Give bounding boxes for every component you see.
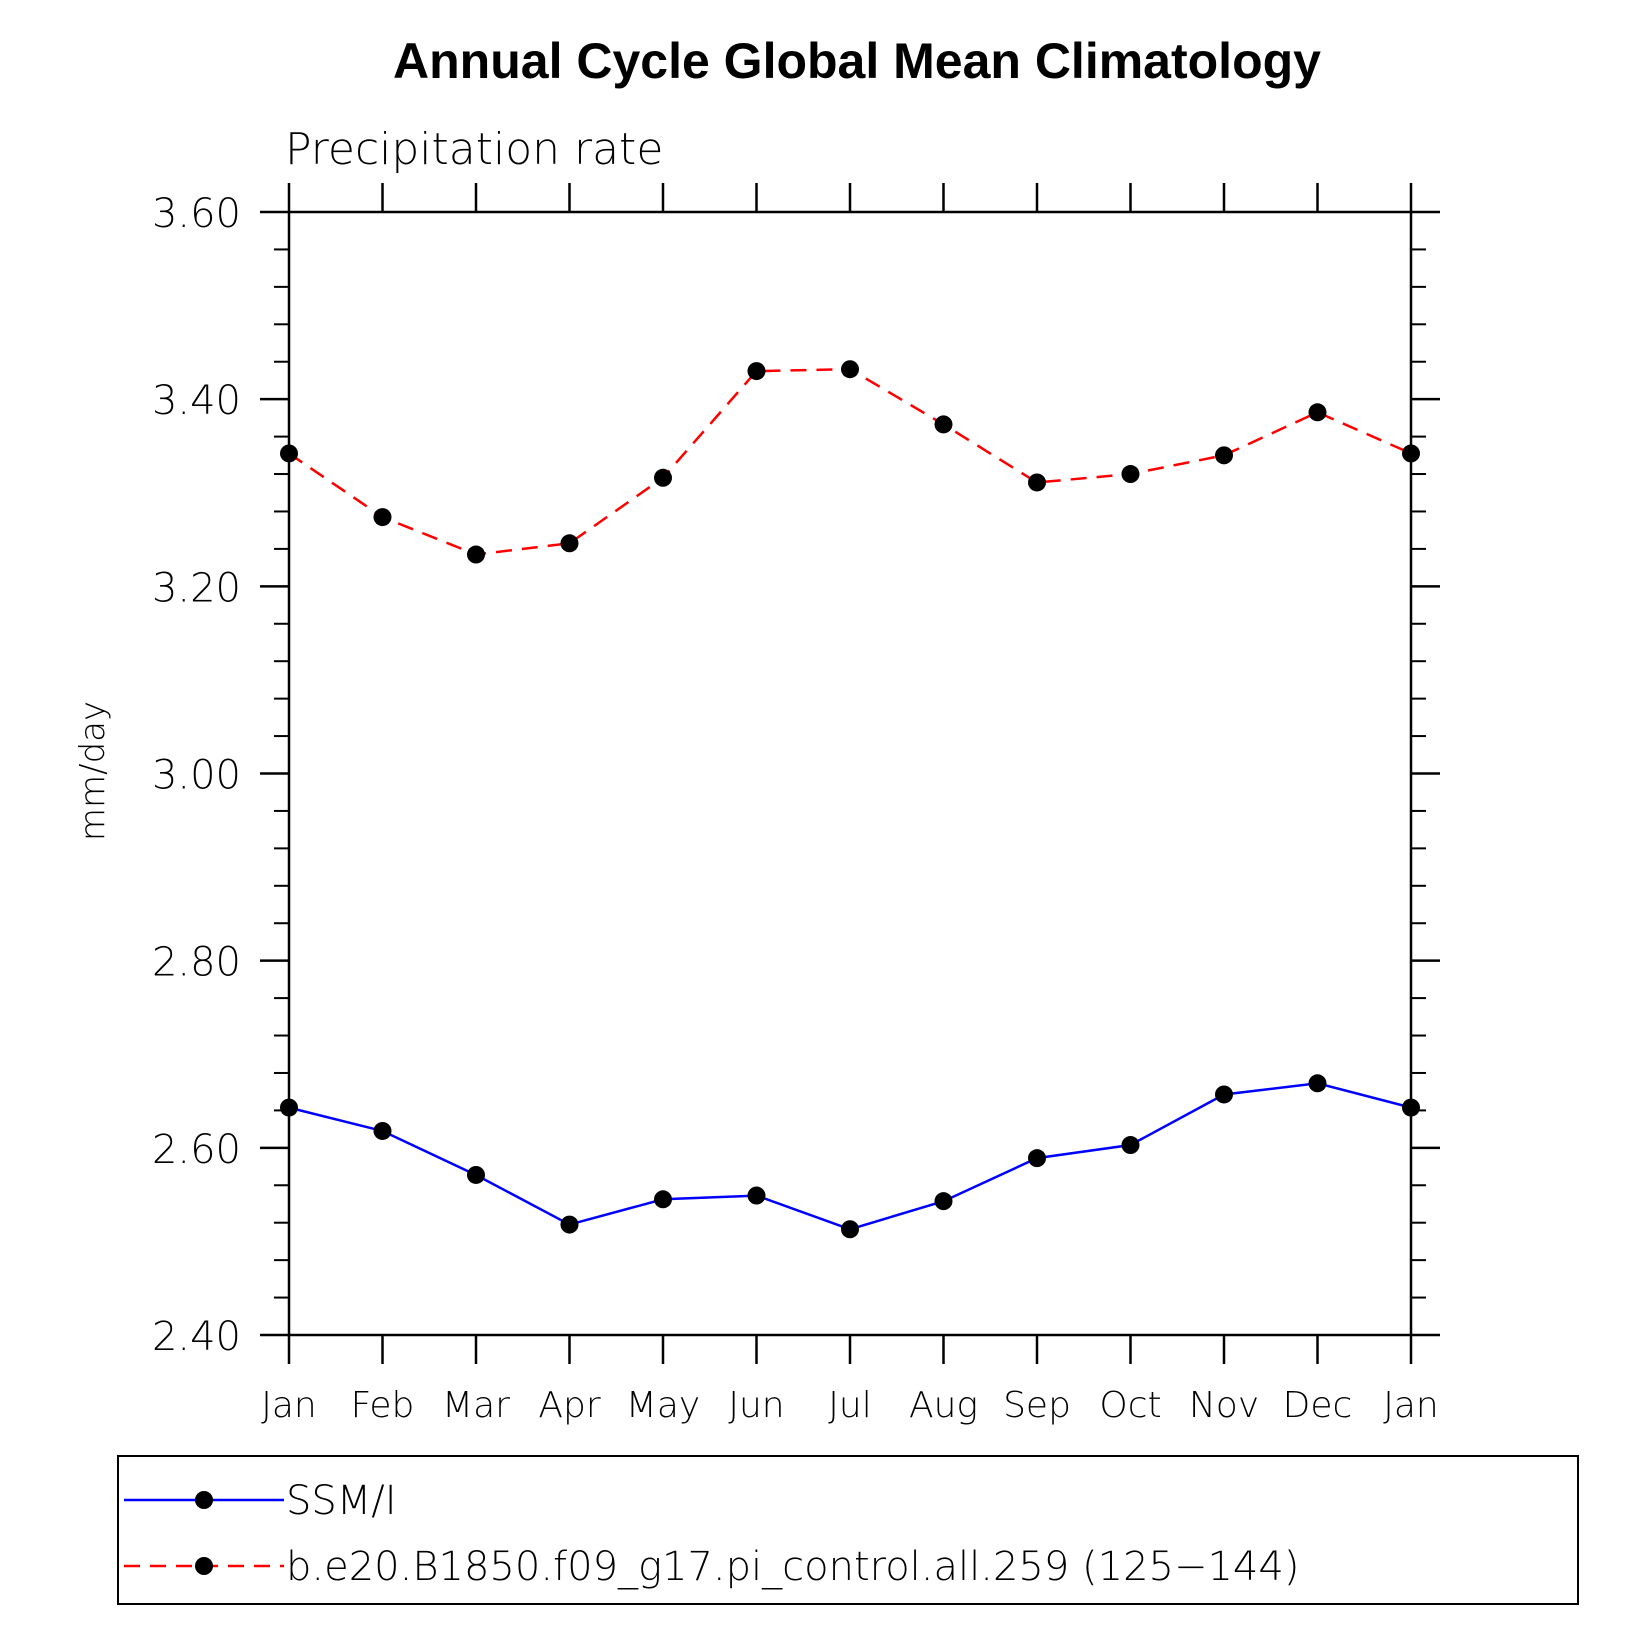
- y-tick-label: 3.60: [152, 191, 241, 237]
- x-tick-label: Mar: [442, 1385, 510, 1426]
- data-point: [654, 468, 672, 487]
- data-point: [1121, 1136, 1140, 1155]
- legend-marker-model: [195, 1557, 213, 1575]
- x-tick-label: Sep: [1003, 1385, 1071, 1426]
- data-point: [280, 1098, 298, 1117]
- y-tick-label: 3.40: [152, 378, 241, 424]
- data-point: [467, 1165, 485, 1184]
- data-point: [1402, 444, 1420, 463]
- x-tick-label: Nov: [1189, 1385, 1259, 1426]
- legend-label-ssmi: SSM/I: [286, 1478, 397, 1524]
- data-point: [1215, 446, 1233, 465]
- x-tick-label: May: [626, 1385, 700, 1426]
- data-point: [1402, 1098, 1420, 1117]
- data-point: [934, 415, 953, 434]
- chart-title: Annual Cycle Global Mean Climatology: [393, 33, 1321, 89]
- data-point: [1308, 403, 1327, 422]
- data-point: [841, 1220, 859, 1239]
- data-point: [1028, 473, 1046, 492]
- chart-subtitle: Precipitation rate: [285, 124, 663, 175]
- data-point: [560, 534, 579, 553]
- data-point: [373, 1121, 392, 1140]
- data-point: [1028, 1149, 1046, 1168]
- data-point: [1215, 1085, 1233, 1104]
- data-point: [747, 362, 766, 381]
- legend-label-model: b.e20.B1850.f09_g17.pi_control.all.259 (…: [286, 1544, 1299, 1590]
- data-point: [560, 1215, 579, 1234]
- x-tick-label: Jul: [828, 1385, 871, 1426]
- data-point: [467, 545, 485, 564]
- data-point: [1121, 465, 1140, 484]
- data-point: [654, 1190, 672, 1209]
- data-point: [373, 508, 392, 527]
- series-layer: [280, 360, 1420, 1239]
- series-line-1: [288, 367, 1412, 556]
- y-tick-label: 2.80: [152, 940, 241, 986]
- x-tick-label: Feb: [351, 1385, 415, 1426]
- data-point: [1308, 1074, 1327, 1093]
- x-tick-label: Jun: [728, 1385, 784, 1426]
- data-point: [934, 1192, 953, 1211]
- x-tick-label: Dec: [1283, 1385, 1353, 1426]
- x-tick-label: Jan: [1383, 1385, 1439, 1426]
- series-line-0: [288, 1082, 1412, 1231]
- y-tick-label: 3.00: [152, 753, 241, 799]
- y-tick-label: 2.40: [152, 1314, 241, 1360]
- data-point: [747, 1186, 766, 1205]
- y-axis-label: mm/day: [73, 701, 113, 841]
- legend-box: [117, 1455, 1579, 1605]
- data-point: [841, 360, 859, 379]
- x-tick-label: Aug: [909, 1385, 978, 1426]
- x-tick-label: Oct: [1099, 1385, 1161, 1426]
- x-tick-label: Apr: [538, 1385, 600, 1426]
- x-tick-label: Jan: [261, 1385, 317, 1426]
- data-point: [280, 444, 298, 463]
- axes: 2.40 2.60 2.80 3.00 3.20 3.40 3.60 Jan Feb Mar Apr…: [152, 183, 1440, 1426]
- y-tick-label: 2.60: [152, 1127, 241, 1173]
- legend-marker-ssmi: [195, 1491, 213, 1509]
- y-tick-label: 3.20: [152, 565, 241, 611]
